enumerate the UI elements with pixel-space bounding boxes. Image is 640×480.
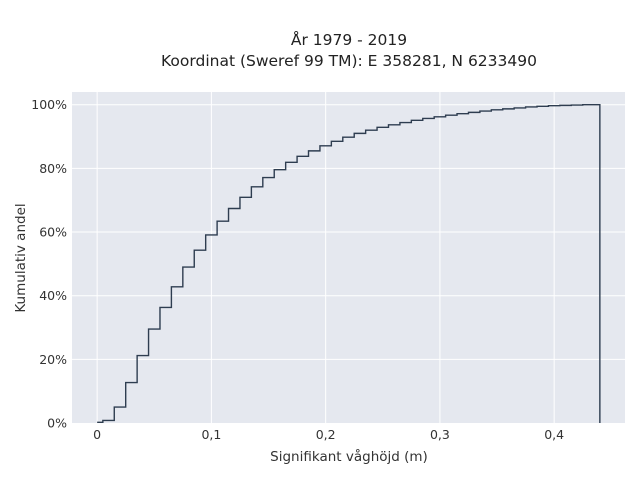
y-tick-label: 0%: [47, 416, 67, 431]
x-axis-ticks: 0 0,1 0,2 0,3 0,4: [93, 427, 564, 442]
x-tick-label: 0,3: [430, 427, 450, 442]
chart-title: År 1979 - 2019: [291, 30, 407, 49]
y-axis-ticks: 0% 20% 40% 60% 80% 100%: [31, 97, 67, 430]
plot-area: [72, 92, 625, 423]
ecdf-series-line: [97, 104, 601, 424]
y-tick-label: 40%: [39, 288, 67, 303]
x-tick-label: 0,2: [316, 427, 336, 442]
chart-subtitle: Koordinat (Sweref 99 TM): E 358281, N 62…: [161, 52, 537, 70]
y-tick-label: 100%: [31, 97, 67, 112]
x-tick-label: 0,1: [201, 427, 221, 442]
x-tick-label: 0: [93, 427, 101, 442]
x-gridlines: [96, 92, 555, 423]
y-tick-label: 20%: [39, 352, 67, 367]
y-tick-label: 80%: [39, 161, 67, 176]
x-tick-label: 0,4: [544, 427, 564, 442]
y-tick-label: 60%: [39, 225, 67, 240]
y-gridlines: [72, 104, 625, 360]
x-axis-title: Signifikant våghöjd (m): [270, 448, 428, 465]
y-axis-title: Kumulativ andel: [13, 203, 29, 312]
